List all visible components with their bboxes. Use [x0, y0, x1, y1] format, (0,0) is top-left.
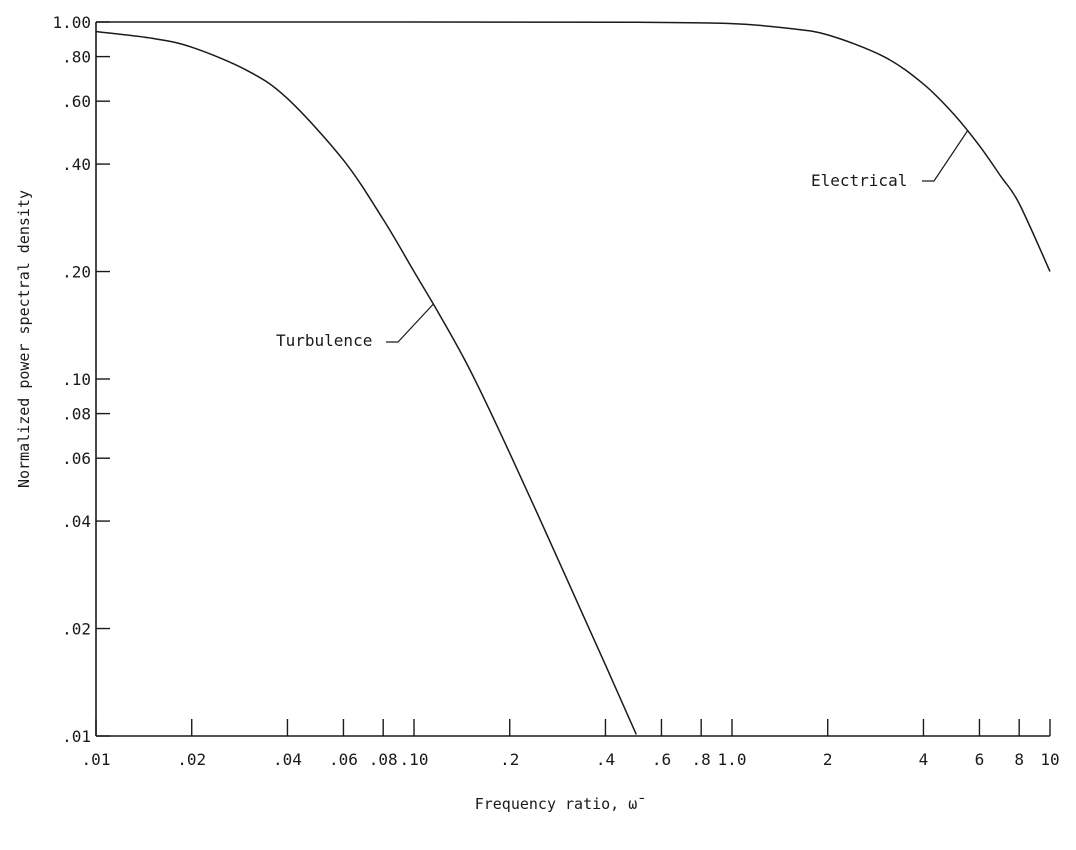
x-tick-label-0-8: .8 — [692, 750, 711, 769]
turbulence-annotation-label: Turbulence — [276, 331, 372, 350]
y-tick-label-0-20: .20 — [62, 263, 91, 282]
y-tick-label-0-01: .01 — [62, 727, 91, 746]
y-tick-label-0-10: .10 — [62, 370, 91, 389]
x-tick-label-0-06: .06 — [329, 750, 358, 769]
electrical-annotation-label: Electrical — [811, 171, 907, 190]
x-tick-label-0-10: .10 — [400, 750, 429, 769]
y-axis-title: Normalized power spectral density — [15, 190, 33, 488]
x-axis-ticks: .01 .02 .04 .06 .08.10 .2 .4 .6 .8 1.0 2 4 6 8 10 — [82, 719, 1060, 769]
x-tick-label-6: 6 — [975, 750, 985, 769]
electrical-curve — [96, 21, 1051, 272]
series-layer — [96, 21, 1051, 735]
y-axis-ticks: .01 .02 .04 .06 .08 .10 .20 .40 .60 .80 1.00 — [52, 13, 110, 746]
x-tick-label-0-4: .4 — [596, 750, 615, 769]
turbulence-curve — [96, 30, 637, 735]
y-tick-label-1-00: 1.00 — [52, 13, 91, 32]
x-tick-label-0-08: .08 — [369, 750, 398, 769]
x-tick-label-8: 8 — [1014, 750, 1024, 769]
axes — [95, 22, 1050, 737]
x-tick-label-4: 4 — [919, 750, 929, 769]
x-tick-label-1-0: 1.0 — [718, 750, 747, 769]
turbulence-leader-line — [386, 303, 434, 343]
y-tick-label-0-80: .80 — [62, 48, 91, 67]
x-tick-label-10: 10 — [1040, 750, 1059, 769]
x-tick-label-0-6: .6 — [652, 750, 671, 769]
x-tick-label-0-01: .01 — [82, 750, 111, 769]
y-tick-label-0-08: .08 — [62, 405, 91, 424]
electrical-leader-line — [922, 130, 968, 182]
y-tick-label-0-04: .04 — [62, 512, 91, 531]
y-tick-label-0-40: .40 — [62, 155, 91, 174]
x-axis-title: Frequency ratio, ω̄ — [475, 795, 645, 813]
x-tick-label-0-2: .2 — [500, 750, 519, 769]
x-tick-label-0-02: .02 — [177, 750, 206, 769]
x-tick-label-2: 2 — [823, 750, 833, 769]
y-tick-label-0-60: .60 — [62, 92, 91, 111]
annotation-layer: Turbulence Electrical — [276, 130, 968, 350]
x-tick-label-0-04: .04 — [273, 750, 302, 769]
y-tick-label-0-02: .02 — [62, 620, 91, 639]
y-tick-label-0-06: .06 — [62, 449, 91, 468]
